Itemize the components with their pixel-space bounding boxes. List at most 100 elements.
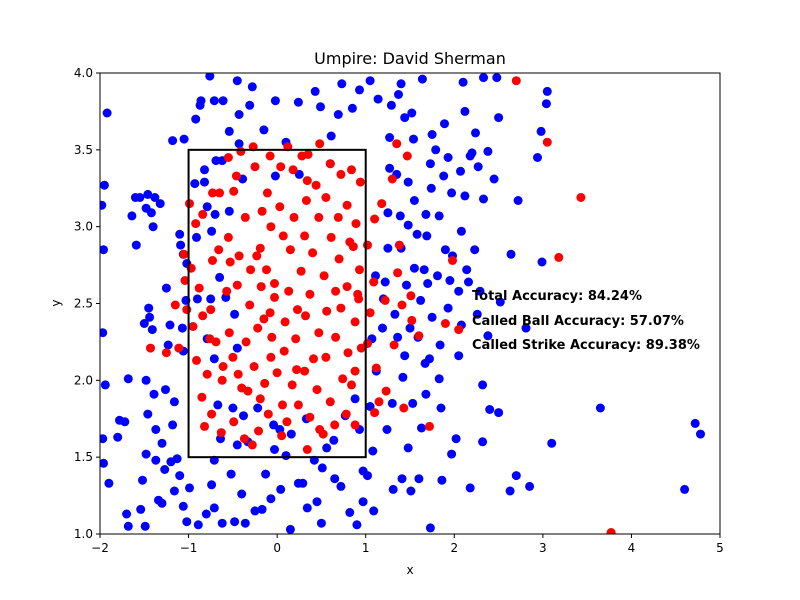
strike-point [232,280,242,290]
strike-point [217,375,227,385]
strike-point [334,254,344,264]
ball-point [397,474,407,484]
strike-point [207,409,217,419]
ball-point [317,463,327,473]
ball-point [434,374,444,384]
strike-point [265,308,275,318]
x-tick-label: 0 [273,541,281,555]
strike-point [282,417,292,427]
ball-point [146,208,156,218]
ball-point [525,481,535,491]
strike-zone-box [187,148,367,459]
ball-point [168,420,178,430]
ball-point [472,309,482,319]
strike-point [179,249,189,259]
strike-point [255,394,265,404]
ball-point [447,188,457,198]
ball-point [505,486,515,496]
ball-point [440,245,450,255]
strike-point [161,348,171,358]
strike-point [350,420,360,430]
strike-point [241,337,251,347]
strike-point [302,445,312,454]
strike-point [285,245,295,255]
strike-point [198,311,208,321]
ball-point [240,518,250,528]
strike-point [336,169,346,179]
strike-point [229,186,239,196]
strike-point [406,291,416,301]
strike-point [300,231,310,241]
strike-point [318,429,328,439]
ball-point [191,114,201,124]
ball-point [405,323,415,333]
ball-point [443,153,453,162]
strike-point [291,334,301,344]
strike-point [356,343,366,353]
strike-point [224,328,234,338]
ball-point [202,202,212,212]
ball-point [358,466,368,476]
ball-point [230,517,240,527]
strike-point [229,417,239,427]
strike-point [288,165,298,175]
strike-point [301,196,311,205]
strike-point [336,303,346,313]
strike-point [311,180,321,190]
strike-point [272,368,282,378]
ball-point [143,409,153,419]
ball-point [104,478,114,488]
ball-point [336,481,346,491]
strike-point [218,362,228,371]
ball-point [385,163,395,173]
ball-point [138,475,147,485]
strike-point [249,362,259,371]
ball-point [160,465,170,474]
x-tick-label: 3 [539,541,547,555]
ball-point [373,94,383,104]
strike-point [374,397,384,407]
ball-point [690,418,700,428]
strike-point [511,76,521,86]
strike-point [300,366,310,376]
strike-point [262,265,271,275]
ball-point [386,100,396,110]
ball-point [190,179,200,189]
strike-point [182,305,192,315]
strike-point [330,420,340,430]
ball-point [151,425,161,434]
strike-point [208,188,217,198]
strike-point [146,343,155,353]
strike-point [214,245,224,255]
ball-point [122,509,132,519]
strike-point [297,151,307,161]
ball-point [179,134,189,144]
ball-point [417,423,426,433]
ball-point [102,108,112,118]
strike-point [322,306,332,316]
ball-point [390,309,400,319]
ball-point [427,312,437,322]
ball-point [143,189,153,199]
ball-point [402,280,411,290]
ball-point [409,134,418,144]
ball-point [533,153,542,162]
strike-point [293,400,303,410]
ball-point [427,130,437,139]
strike-point [265,151,275,161]
ball-point [270,96,280,106]
strike-point [407,315,417,325]
strike-point [341,409,351,419]
ball-point [409,263,419,273]
strike-point [321,352,331,362]
ball-point [237,489,247,499]
ball-point [140,521,150,531]
ball-point [250,506,260,516]
ball-point [213,400,223,410]
ball-point [329,435,339,445]
ball-point [259,125,269,135]
strike-point [255,243,265,253]
ball-point [100,434,108,444]
